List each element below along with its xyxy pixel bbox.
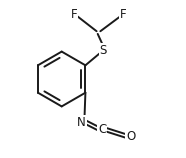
Text: O: O <box>126 131 135 143</box>
Text: F: F <box>71 8 78 21</box>
Text: S: S <box>100 43 107 57</box>
Text: F: F <box>120 8 127 21</box>
Text: C: C <box>98 123 107 136</box>
Text: N: N <box>77 116 86 129</box>
